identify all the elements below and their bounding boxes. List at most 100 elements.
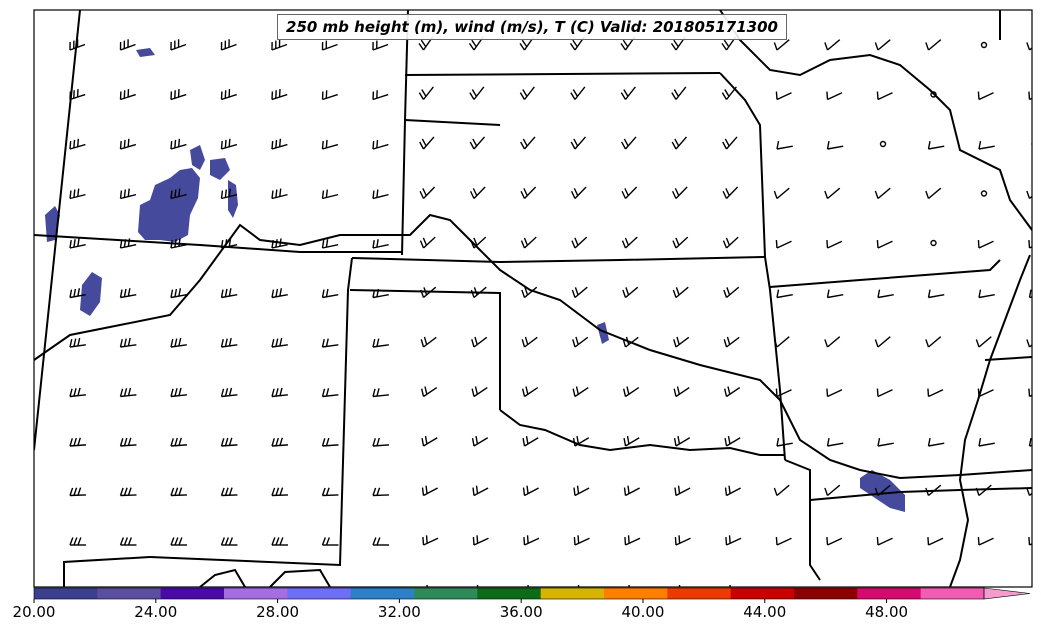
wind-barb xyxy=(927,141,945,150)
wind-barb xyxy=(69,288,86,299)
colorbar-segment xyxy=(414,588,478,599)
wind-barb xyxy=(874,336,891,348)
colorbar-tick-label: 44.00 xyxy=(743,603,787,621)
wind-barb xyxy=(773,484,790,497)
wind-barb xyxy=(570,186,587,199)
wind-barb xyxy=(980,41,988,49)
wind-barb xyxy=(469,186,486,199)
wind-barb xyxy=(271,537,288,546)
wind-barb xyxy=(473,584,479,587)
colorbar-segment xyxy=(34,588,98,599)
wind-barb xyxy=(271,89,288,101)
wind-barb xyxy=(1028,91,1032,101)
wind-barb xyxy=(722,186,739,199)
wind-barb xyxy=(674,485,691,497)
wind-barb xyxy=(372,437,390,447)
wind-barb xyxy=(824,39,841,51)
mo-west-border xyxy=(719,72,786,461)
wind-barb xyxy=(824,187,841,200)
wind-barb xyxy=(674,535,691,546)
wind-barb xyxy=(570,136,587,150)
wind-barb xyxy=(69,487,87,497)
wind-barb xyxy=(675,584,681,587)
wind-barb xyxy=(321,239,339,249)
wind-barb xyxy=(220,89,237,101)
ok-panhandle xyxy=(349,289,501,410)
wind-barb xyxy=(469,86,485,100)
wind-barb xyxy=(372,338,389,348)
colorbar-segment xyxy=(667,588,732,599)
wind-barb xyxy=(1028,239,1032,249)
temperature-shading xyxy=(45,48,905,512)
wind-barb xyxy=(69,537,86,546)
wind-barb xyxy=(573,535,590,546)
wind-barb xyxy=(876,239,893,249)
wind-barb xyxy=(571,286,588,299)
wind-barb xyxy=(925,336,942,348)
wind-barb xyxy=(321,388,339,398)
wind-barb xyxy=(1028,536,1032,546)
wind-barb xyxy=(119,337,137,348)
wind-barb xyxy=(69,138,86,150)
wind-barb xyxy=(572,336,589,348)
wind-barb xyxy=(170,89,187,101)
wind-barb xyxy=(170,39,187,51)
wind-barb xyxy=(573,485,590,497)
tx-hill2 xyxy=(269,568,331,587)
wind-barb xyxy=(471,336,488,348)
wind-barb xyxy=(170,387,187,398)
plot-title: 250 mb height (m), wind (m/s), T (C) Val… xyxy=(277,14,787,40)
wind-barb xyxy=(422,584,428,587)
wind-barb xyxy=(723,286,740,299)
colorbar-outline xyxy=(33,587,985,600)
wind-barb xyxy=(671,86,687,100)
ks-north-border xyxy=(404,119,501,126)
wind-barb xyxy=(220,39,237,51)
wind-barb xyxy=(520,186,537,199)
colorbar-tick-label: 40.00 xyxy=(621,603,665,621)
ks-ok-border xyxy=(351,256,766,264)
wind-barb xyxy=(321,437,339,447)
wind-barb xyxy=(321,90,338,101)
wind-barb xyxy=(776,141,793,150)
wind-barb xyxy=(119,138,137,150)
wind-barb xyxy=(930,91,937,98)
wind-barb xyxy=(472,485,489,497)
wind-barb xyxy=(621,136,637,150)
nm-south-border xyxy=(63,556,151,587)
colorbar-segment xyxy=(160,588,225,599)
wind-barb xyxy=(372,487,390,497)
wind-barb xyxy=(722,136,738,150)
wind-barb xyxy=(119,387,137,398)
wind-barb xyxy=(69,337,86,348)
wind-barb xyxy=(826,239,843,249)
wind-barb xyxy=(220,437,238,447)
colorbar-segment xyxy=(920,588,985,599)
wind-barb xyxy=(876,388,893,398)
colorbar-extend-arrow xyxy=(983,587,1031,600)
wind-barb xyxy=(372,239,389,249)
wind-barb xyxy=(826,289,844,299)
colorbar xyxy=(33,587,1031,603)
cold-temperature-region xyxy=(210,158,230,180)
wind-barb xyxy=(1026,42,1032,51)
wind-barb xyxy=(523,584,529,587)
colorbar-tick-label: 48.00 xyxy=(865,603,909,621)
wind-barb xyxy=(725,535,742,546)
wind-barb xyxy=(671,186,688,199)
wind-barb xyxy=(472,535,489,546)
wind-barb xyxy=(622,386,640,398)
wind-barb xyxy=(1028,388,1032,398)
wind-barb xyxy=(372,537,389,546)
nm-tx-border xyxy=(149,257,353,567)
wind-barb xyxy=(271,437,289,447)
wind-barb xyxy=(1026,487,1032,497)
cold-temperature-region xyxy=(138,168,200,242)
wind-barb xyxy=(69,238,86,249)
wind-barb xyxy=(220,138,238,150)
wind-barb xyxy=(877,289,894,299)
wind-barb xyxy=(975,336,992,348)
wind-barb xyxy=(271,138,288,150)
wind-barb xyxy=(725,584,731,587)
wind-barb xyxy=(421,435,438,447)
